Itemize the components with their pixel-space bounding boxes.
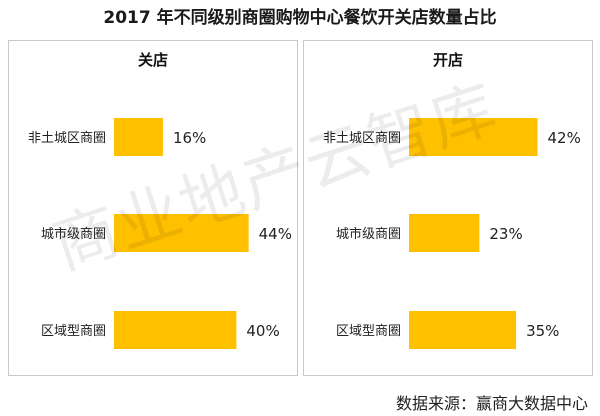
open-store-panel-title: 开店 <box>432 51 463 69</box>
value-label: 40% <box>246 322 279 340</box>
close-store-panel: 关店 非土城区商圈 16% 城市级商圈 44% 区域型商圈 40% <box>8 40 298 376</box>
bar <box>114 311 237 349</box>
category-label: 非土城区商圈 <box>323 131 401 146</box>
category-label: 区域型商圈 <box>336 324 401 339</box>
value-label: 44% <box>259 225 292 243</box>
chart-title: 2017 年不同级别商圈购物中心餐饮开关店数量占比 <box>103 8 497 28</box>
close-store-panel-title: 关店 <box>137 51 168 69</box>
open-store-bar-chart: 非土城区商圈 42% 城市级商圈 23% 区域型商圈 35% <box>323 118 581 349</box>
value-label: 23% <box>489 225 522 243</box>
close-store-bar-chart: 非土城区商圈 16% 城市级商圈 44% 区域型商圈 40% <box>28 118 292 349</box>
bar <box>114 214 249 252</box>
bar <box>114 118 163 156</box>
bar <box>409 311 517 349</box>
value-label: 42% <box>548 129 581 147</box>
bar <box>409 214 480 252</box>
category-label: 城市级商圈 <box>41 226 106 242</box>
open-store-panel: 开店 非土城区商圈 42% 城市级商圈 23% 区域型商圈 35% <box>303 40 593 376</box>
value-label: 16% <box>173 129 206 147</box>
category-label: 城市级商圈 <box>336 226 401 242</box>
value-label: 35% <box>526 322 559 340</box>
bar <box>409 118 538 156</box>
source-note: 数据来源：赢商大数据中心 <box>395 394 588 413</box>
category-label: 非土城区商圈 <box>28 131 106 146</box>
category-label: 区域型商圈 <box>41 324 106 339</box>
